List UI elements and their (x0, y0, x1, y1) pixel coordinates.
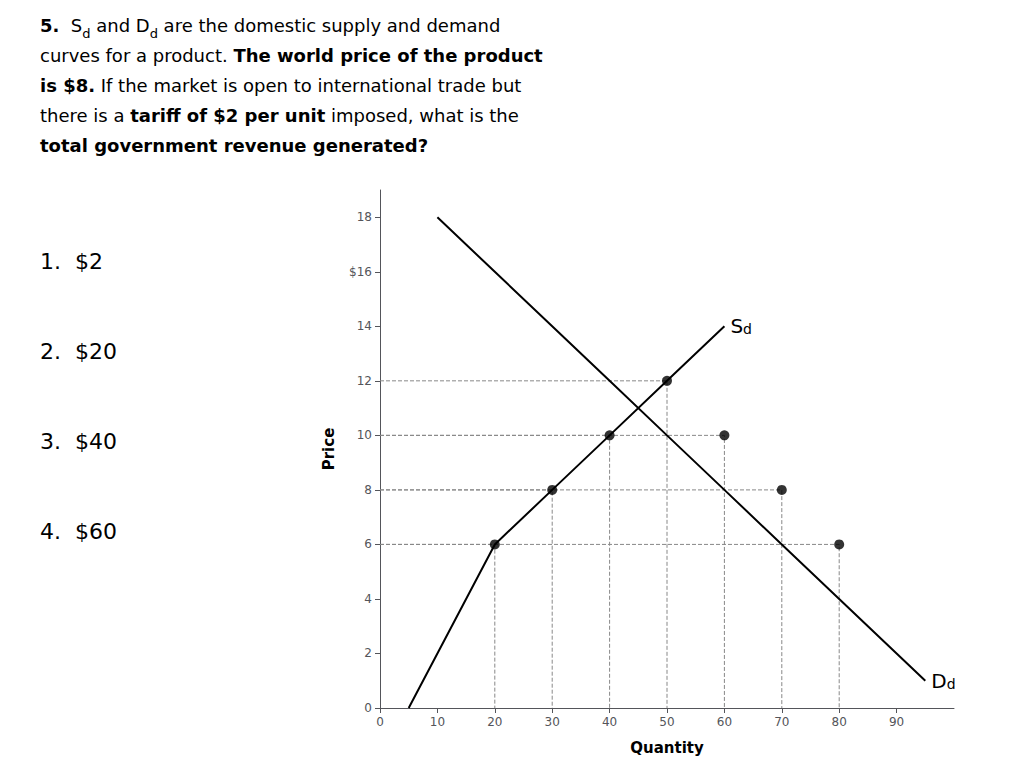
svg-text:60: 60 (717, 715, 732, 729)
svg-text:$16: $16 (349, 265, 372, 279)
svg-text:d: d (82, 26, 90, 41)
svg-text:50: 50 (659, 715, 674, 729)
svg-text:10: 10 (357, 428, 372, 442)
svg-text:S: S (730, 314, 743, 338)
svg-text:18: 18 (357, 210, 372, 224)
svg-text:1. $2: 1. $2 (40, 249, 103, 274)
svg-text:2. $20: 2. $20 (40, 339, 117, 364)
svg-text:4: 4 (364, 592, 372, 606)
svg-text:2: 2 (364, 646, 372, 660)
svg-text:6: 6 (364, 537, 372, 551)
svg-text:D: D (931, 669, 946, 693)
svg-text:If the market is open to inter: If the market is open to international t… (95, 75, 521, 96)
svg-text:80: 80 (832, 715, 847, 729)
svg-text:Quantity: Quantity (630, 739, 704, 757)
svg-text:d: d (947, 676, 956, 692)
svg-text:and D: and D (90, 15, 149, 36)
svg-text:20: 20 (487, 715, 502, 729)
svg-text:4. $60: 4. $60 (40, 519, 117, 544)
svg-text:imposed, what is the: imposed, what is the (325, 105, 519, 126)
svg-text:8: 8 (364, 483, 372, 497)
svg-text:curves for a product.: curves for a product. (40, 45, 233, 66)
svg-text:3. $40: 3. $40 (40, 429, 117, 454)
svg-text:40: 40 (602, 715, 617, 729)
svg-text:d: d (150, 26, 158, 41)
svg-text:12: 12 (357, 374, 372, 388)
svg-text:14: 14 (357, 319, 372, 333)
svg-text:total government revenue gener: total government revenue generated? (40, 135, 428, 156)
svg-text:70: 70 (774, 715, 789, 729)
svg-text:30: 30 (545, 715, 560, 729)
svg-text:tariff of $2 per unit: tariff of $2 per unit (130, 105, 325, 126)
svg-text:are the domestic supply and de: are the domestic supply and demand (158, 15, 500, 36)
svg-text:d: d (743, 321, 752, 337)
svg-text:S: S (59, 15, 82, 36)
svg-text:Price: Price (320, 428, 338, 471)
svg-text:The world price of the product: The world price of the product (233, 45, 543, 66)
svg-text:0: 0 (376, 715, 384, 729)
svg-text:is $8.: is $8. (40, 75, 95, 96)
svg-text:0: 0 (364, 701, 372, 715)
svg-text:5.: 5. (40, 15, 59, 36)
svg-text:90: 90 (889, 715, 904, 729)
svg-text:10: 10 (430, 715, 445, 729)
svg-text:there is a: there is a (40, 105, 130, 126)
